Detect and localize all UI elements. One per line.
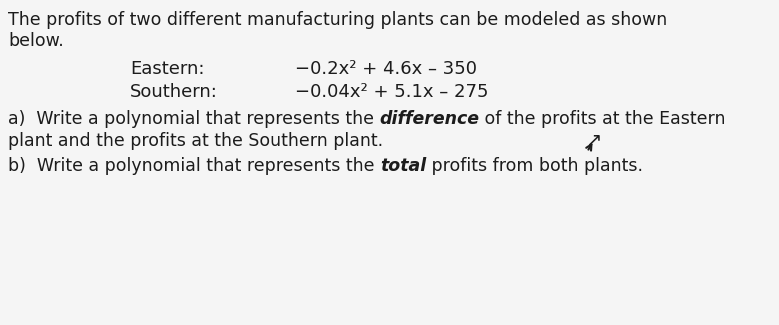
Text: The profits of two different manufacturing plants can be modeled as shown: The profits of two different manufacturi… — [8, 11, 668, 29]
Text: difference: difference — [379, 110, 480, 128]
Text: ↗: ↗ — [585, 130, 601, 149]
Text: −0.2x² + 4.6x – 350: −0.2x² + 4.6x – 350 — [295, 60, 477, 78]
Text: below.: below. — [8, 32, 64, 50]
Text: of the profits at the Eastern: of the profits at the Eastern — [480, 110, 726, 128]
Text: plant and the profits at the Southern plant.: plant and the profits at the Southern pl… — [8, 132, 383, 150]
Text: Eastern:: Eastern: — [130, 60, 205, 78]
Text: profits from both plants.: profits from both plants. — [426, 157, 643, 175]
Text: b)  Write a polynomial that represents the: b) Write a polynomial that represents th… — [8, 157, 380, 175]
Text: total: total — [380, 157, 426, 175]
Text: a)  Write a polynomial that represents the: a) Write a polynomial that represents th… — [8, 110, 379, 128]
Text: Southern:: Southern: — [130, 83, 218, 101]
Text: −0.04x² + 5.1x – 275: −0.04x² + 5.1x – 275 — [295, 83, 488, 101]
